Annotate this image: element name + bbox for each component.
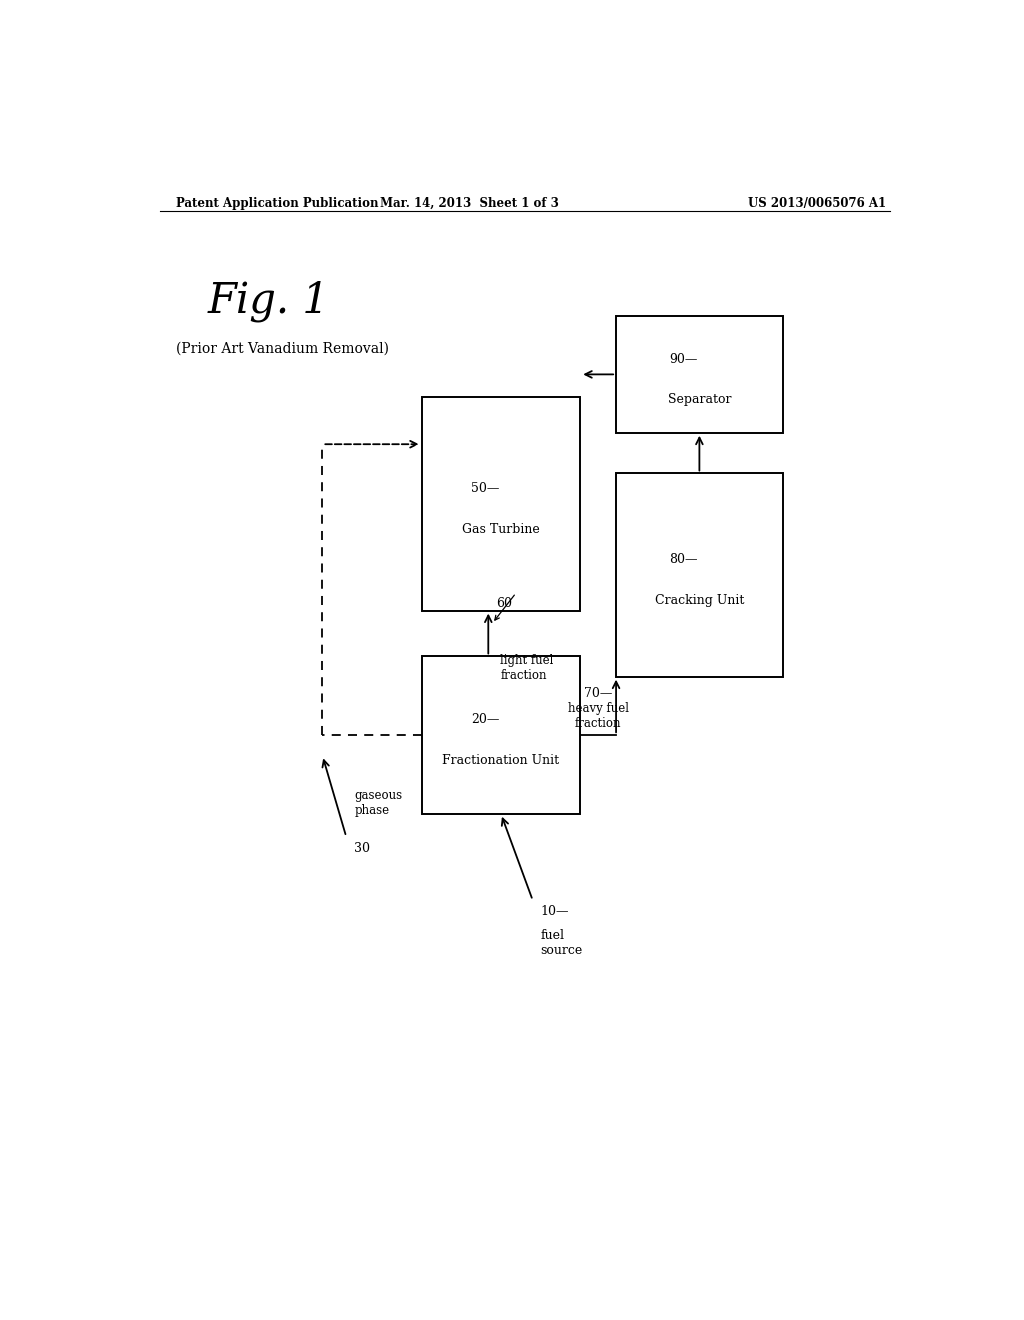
Text: 80—: 80— bbox=[670, 553, 697, 566]
Text: light fuel
fraction: light fuel fraction bbox=[500, 653, 554, 682]
Text: Separator: Separator bbox=[668, 393, 731, 407]
Text: gaseous
phase: gaseous phase bbox=[354, 788, 402, 817]
Text: heavy fuel
fraction: heavy fuel fraction bbox=[567, 702, 629, 730]
Text: 90—: 90— bbox=[670, 352, 697, 366]
Text: Fig. 1: Fig. 1 bbox=[207, 280, 330, 322]
Text: (Prior Art Vanadium Removal): (Prior Art Vanadium Removal) bbox=[176, 342, 389, 355]
Bar bbox=[616, 315, 782, 433]
Text: 50—: 50— bbox=[471, 482, 500, 495]
Text: 20—: 20— bbox=[471, 714, 500, 726]
Text: Gas Turbine: Gas Turbine bbox=[462, 523, 540, 536]
Text: 30: 30 bbox=[354, 842, 371, 855]
Bar bbox=[616, 474, 782, 677]
Text: Mar. 14, 2013  Sheet 1 of 3: Mar. 14, 2013 Sheet 1 of 3 bbox=[380, 197, 559, 210]
Text: Patent Application Publication: Patent Application Publication bbox=[176, 197, 378, 210]
Text: Fractionation Unit: Fractionation Unit bbox=[442, 754, 559, 767]
Text: Cracking Unit: Cracking Unit bbox=[654, 594, 744, 607]
Bar bbox=[422, 397, 581, 611]
Text: US 2013/0065076 A1: US 2013/0065076 A1 bbox=[748, 197, 886, 210]
Text: 10—: 10— bbox=[541, 906, 569, 919]
Text: 60: 60 bbox=[497, 597, 512, 610]
Bar bbox=[422, 656, 581, 814]
Text: fuel
source: fuel source bbox=[541, 929, 583, 957]
Text: 70—: 70— bbox=[584, 686, 612, 700]
